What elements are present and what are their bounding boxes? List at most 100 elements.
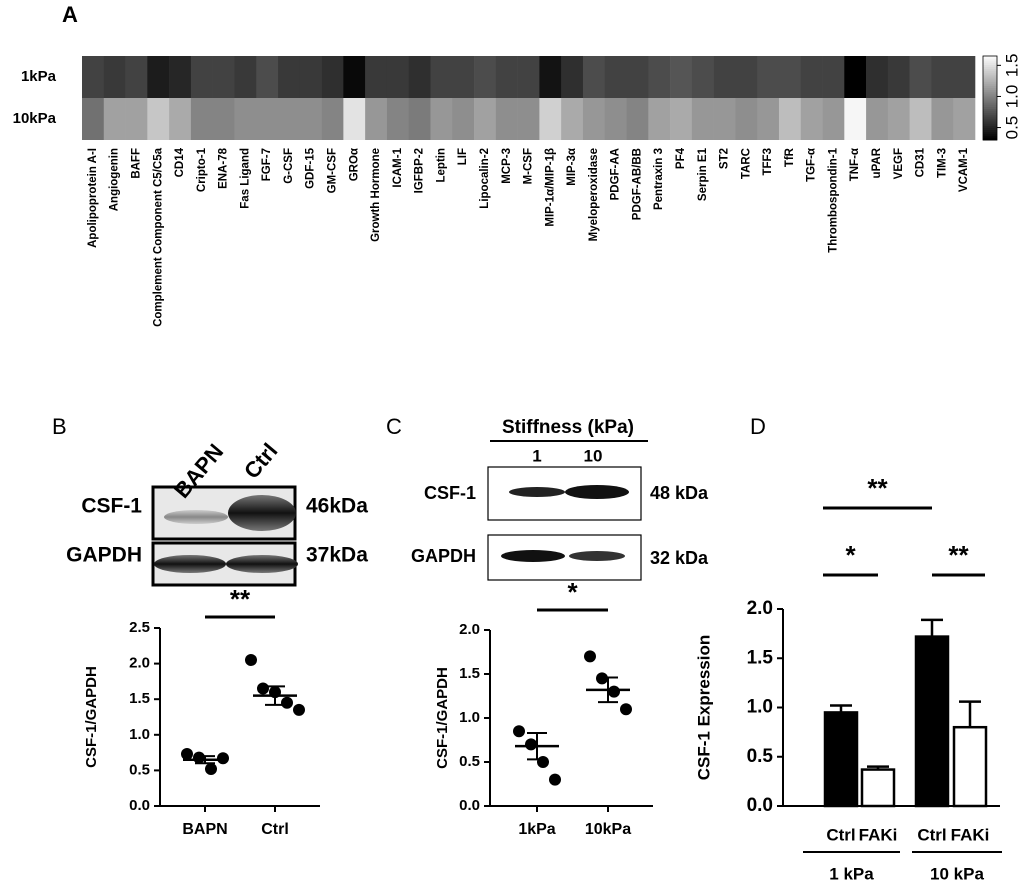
heat-cell [299, 56, 322, 98]
colorbar-tick-label: 1.5 [1002, 54, 1021, 78]
data-point [257, 682, 269, 695]
y-tick-label: 0.5 [129, 761, 150, 778]
category-label: TFF3 [762, 148, 774, 175]
y-tick-label: 0.0 [747, 795, 773, 816]
y-tick-label: 0.5 [459, 753, 480, 770]
heat-cell [169, 98, 192, 140]
category-label: Complement Component C5/C5a [152, 147, 164, 327]
colorbar-step [983, 95, 997, 99]
heat-cell [691, 56, 714, 98]
x-tick-label: FAKi [859, 825, 898, 844]
heat-cell [648, 98, 671, 140]
colorbar-step [983, 83, 997, 86]
heat-cell [561, 56, 584, 98]
category-label: ST2 [719, 148, 731, 169]
colorbar-tick-label: 0.5 [1002, 116, 1021, 140]
y-tick-label: 0.0 [459, 797, 480, 814]
error-bar [959, 700, 981, 728]
y-tick-label: 1.0 [459, 709, 480, 726]
colorbar-step [983, 91, 997, 95]
heat-cell [495, 98, 518, 140]
bar [823, 711, 859, 808]
colorbar-tick-label: 1.0 [1002, 85, 1021, 109]
colorbar-step [983, 131, 997, 135]
heat-cell [321, 56, 344, 98]
category-label: Serpin E1 [697, 147, 709, 201]
colorbar-step [983, 56, 997, 59]
blot-header: Stiffness (kPa) [502, 417, 634, 438]
heat-cell [125, 98, 148, 140]
heat-cell [626, 56, 649, 98]
colorbar-step [983, 119, 997, 122]
heat-cell [190, 98, 213, 140]
category-label: MCP-3 [501, 148, 513, 184]
x-tick-label: FAKi [951, 825, 990, 844]
colorbar-step [983, 104, 997, 107]
data-point [193, 751, 205, 764]
heat-cell [648, 56, 671, 98]
colorbar-step [983, 133, 997, 137]
category-label: M-CSF [523, 148, 535, 184]
category-label: VCAM-1 [958, 147, 970, 192]
colorbar-step [983, 62, 997, 65]
heat-cell [713, 98, 736, 140]
heat-cell [909, 56, 932, 98]
category-label: CD14 [174, 147, 186, 177]
heat-cell [844, 56, 867, 98]
x-tick-label: Ctrl [826, 825, 855, 844]
heat-cell [125, 56, 148, 98]
colorbar-step [983, 66, 997, 70]
colorbar-step [983, 68, 997, 72]
colorbar-step [983, 81, 997, 84]
data-point [620, 703, 632, 716]
heat-cell [953, 98, 976, 140]
colorbar-step [983, 100, 997, 103]
category-label: TNF-α [849, 148, 861, 181]
heat-cell [691, 98, 714, 140]
significance-label: ** [867, 473, 888, 503]
error-bar [921, 618, 943, 637]
heat-cell [234, 56, 257, 98]
category-label: ENA-78 [218, 147, 230, 189]
y-tick-label: 1.0 [747, 697, 773, 718]
category-label: Angiogenin [109, 148, 121, 211]
y-tick-label: 1.5 [747, 647, 774, 668]
category-label: MIP-3α [566, 148, 578, 186]
heat-cell [365, 98, 388, 140]
row-label: 10kPa [13, 110, 57, 127]
category-label: LIF [457, 148, 469, 165]
blot-row-label: CSF-1 [424, 483, 476, 503]
category-label: TARC [740, 148, 752, 179]
category-label: PF4 [675, 147, 687, 169]
panel-label: B [52, 414, 67, 439]
heat-cell [582, 98, 606, 140]
heat-cell [408, 56, 431, 98]
category-label: Cripto-1 [196, 147, 208, 192]
colorbar-step [983, 60, 997, 63]
heat-cell [147, 56, 170, 98]
sem-bar [195, 755, 215, 765]
category-label: Apolipoprotein A-I [87, 148, 99, 248]
category-label: Myeloperoxidase [588, 148, 600, 241]
group-label: 10 kPa [930, 864, 984, 883]
category-label: MIP-1α/MIP-1β [544, 148, 556, 227]
heat-cell [343, 56, 366, 98]
y-tick-label: 1.5 [129, 690, 150, 707]
category-label: GM-CSF [327, 148, 339, 193]
significance-label: * [567, 577, 578, 607]
band [154, 555, 226, 573]
category-label: PDGF-AA [610, 148, 622, 200]
blot-c: Stiffness (kPa) 1 10 CSF-1 GAPDH 48 kDa … [411, 417, 709, 581]
category-label: IGFBP-2 [414, 148, 426, 193]
category-label: TGF-α [806, 148, 818, 182]
category-label: ICAM-1 [392, 147, 404, 187]
band [501, 550, 565, 562]
colorbar-step [983, 121, 997, 124]
heat-cell [474, 56, 497, 98]
colorbar-step [983, 137, 997, 141]
heat-cell [430, 98, 453, 140]
heat-cell [822, 56, 845, 98]
colorbar-step [983, 58, 997, 61]
heat-cell [735, 98, 758, 140]
y-tick-label: 0.0 [129, 797, 150, 814]
